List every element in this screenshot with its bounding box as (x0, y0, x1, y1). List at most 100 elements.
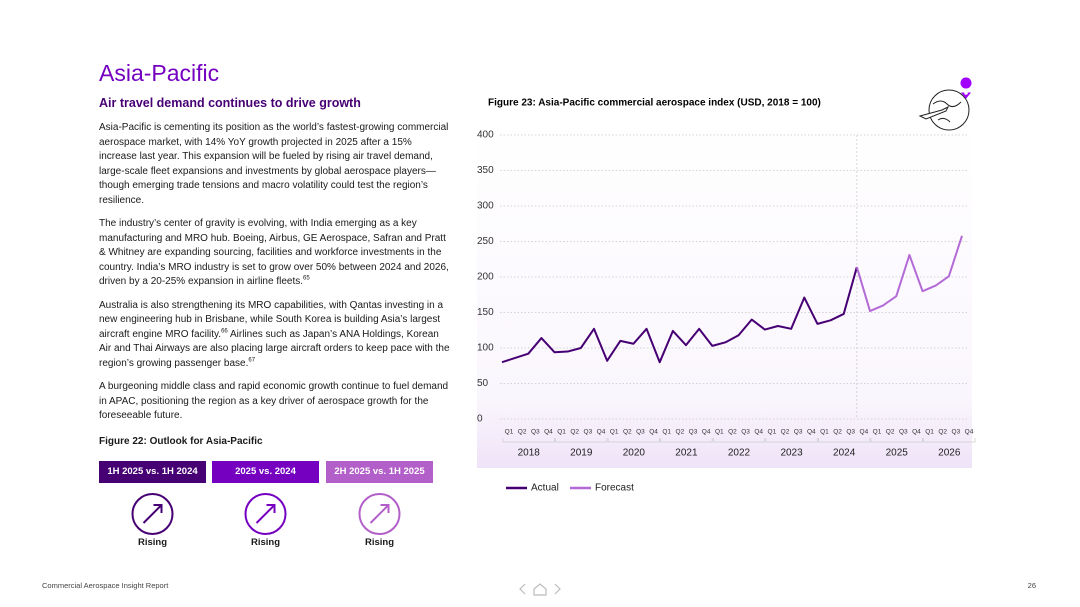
footer-report: Commercial Aerospace Insight Report (42, 581, 169, 590)
trend-circle (358, 493, 401, 535)
x-tick-label: Q1 (715, 429, 724, 436)
trend-arrow (255, 504, 276, 524)
trend-arrow (142, 504, 163, 524)
figure-title: Figure 22: Outlook for Asia-Pacific (99, 436, 263, 447)
body-text: Asia-Pacific is cementing its position a… (99, 121, 451, 432)
outlook-status: Rising (137, 537, 168, 548)
text: A burgeoning middle class and rapid econ… (99, 381, 449, 422)
x-tick-label: Q3 (531, 429, 540, 436)
year-label: 2018 (518, 448, 541, 459)
paragraph: Asia-Pacific is cementing its position a… (99, 121, 451, 209)
chart-background (477, 122, 972, 468)
trend-arrow (369, 504, 390, 524)
year-bracket (607, 438, 660, 443)
chart-title: Figure 23: Asia-Pacific commercial aeros… (488, 98, 821, 109)
y-tick-label: 350 (477, 165, 494, 176)
nav-icons[interactable] (515, 581, 565, 597)
x-tick-label: Q3 (741, 429, 750, 436)
trend-circle (131, 493, 174, 535)
y-tick-label: 400 (477, 130, 494, 141)
year-bracket (555, 438, 608, 443)
year-label: 2021 (675, 448, 698, 459)
x-tick-label: Q1 (925, 429, 934, 436)
x-tick-label: Q3 (636, 429, 645, 436)
paragraph: A burgeoning middle class and rapid econ… (99, 380, 451, 424)
text: Australia is also strengthening its MRO … (99, 299, 444, 340)
year-bracket (765, 438, 818, 443)
y-tick-label: 0 (477, 414, 483, 425)
x-tick-label: Q2 (570, 429, 579, 436)
year-bracket (818, 438, 871, 443)
outlook-status: Rising (250, 537, 281, 548)
prev[interactable] (519, 583, 526, 595)
year-bracket (870, 438, 923, 443)
outlook-label: 2H 2025 vs. 1H 2025 (326, 461, 433, 483)
legend-label: Actual (531, 483, 559, 494)
x-tick-label: Q2 (518, 429, 527, 436)
y-tick-label: 150 (477, 307, 494, 318)
outlook-status: Rising (364, 537, 395, 548)
x-tick-label: Q2 (728, 429, 737, 436)
next[interactable] (554, 583, 561, 595)
legend-label: Forecast (595, 483, 634, 494)
globe-icon (918, 77, 972, 131)
year-bracket (712, 438, 766, 443)
x-tick-label: Q4 (649, 429, 658, 436)
x-tick-label: Q1 (557, 429, 566, 436)
text: The industry’s center of gravity is evol… (99, 218, 449, 288)
subheading: Air travel demand continues to drive gro… (99, 96, 361, 110)
footnote-ref: 67 (248, 357, 256, 364)
paragraph: The industry’s center of gravity is evol… (99, 217, 451, 290)
home[interactable] (533, 583, 547, 596)
year-label: 2019 (570, 448, 593, 459)
x-tick-label: Q2 (938, 429, 947, 436)
x-tick-label: Q1 (610, 429, 619, 436)
y-tick-label: 250 (477, 236, 494, 247)
x-tick-label: Q3 (846, 429, 855, 436)
x-tick-label: Q4 (912, 429, 921, 436)
y-tick-label: 50 (477, 378, 489, 389)
x-tick-label: Q2 (676, 429, 685, 436)
y-tick-label: 100 (477, 343, 494, 354)
x-tick-label: Q4 (807, 429, 816, 436)
paragraph: Australia is also strengthening its MRO … (99, 299, 451, 372)
footnote-ref: 65 (303, 276, 310, 283)
x-tick-label: Q4 (860, 429, 869, 436)
outlook-label: 2025 vs. 2024 (212, 461, 319, 483)
year-bracket (923, 438, 976, 443)
x-tick-label: Q3 (794, 429, 803, 436)
x-tick-label: Q3 (584, 429, 593, 436)
x-tick-label: Q2 (833, 429, 842, 436)
series-line (501, 266, 858, 364)
heading: Asia-Pacific (99, 60, 220, 86)
x-tick-label: Q1 (873, 429, 882, 436)
year-label: 2025 (886, 448, 909, 459)
series-line (855, 235, 963, 313)
y-tick-label: 300 (477, 201, 494, 212)
x-tick-label: Q4 (754, 429, 763, 436)
text: Airlines such as Japan’s ANA Holdings, K… (99, 328, 450, 369)
x-tick-label: Q3 (899, 429, 908, 436)
year-bracket (660, 438, 713, 443)
year-label: 2022 (728, 448, 751, 459)
x-tick-label: Q4 (597, 429, 606, 436)
x-tick-label: Q1 (768, 429, 777, 436)
x-tick-label: Q1 (662, 429, 671, 436)
page-number: 26 (1027, 581, 1036, 590)
x-tick-label: Q2 (781, 429, 790, 436)
x-tick-label: Q4 (702, 429, 711, 436)
year-label: 2020 (623, 448, 646, 459)
x-tick-label: Q2 (886, 429, 895, 436)
x-tick-label: Q4 (544, 429, 553, 436)
year-bracket (502, 438, 555, 443)
x-tick-label: Q3 (689, 429, 698, 436)
year-label: 2024 (833, 448, 856, 459)
x-tick-label: Q1 (820, 429, 829, 436)
trend-circle (244, 493, 287, 535)
text: Asia-Pacific is cementing its position a… (99, 122, 449, 206)
x-tick-label: Q4 (965, 429, 974, 436)
footnote-ref: 66 (221, 328, 228, 335)
x-tick-label: Q2 (623, 429, 632, 436)
